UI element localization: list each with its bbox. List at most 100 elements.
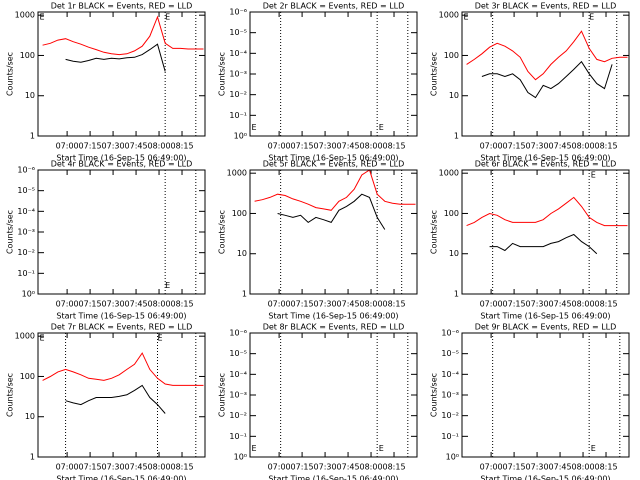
y-tick-label: 10⁰: [234, 453, 247, 462]
y-tick-label: 10: [25, 412, 35, 421]
y-axis-label: Counts/sec: [430, 373, 439, 417]
x-tick-label: 07:15: [291, 463, 314, 472]
y-tick-label: 10⁻⁶: [229, 8, 247, 17]
series-line: [481, 60, 613, 99]
x-tick-label: 08:00: [572, 463, 595, 472]
x-axis-label: Start Time (16-Sep-15 06:49:00): [268, 475, 398, 480]
x-tick-label: 07:45: [337, 142, 360, 151]
x-tick-label: 07:15: [79, 463, 102, 472]
x-tick-label: 08:00: [360, 142, 383, 151]
x-axis-label: Start Time (16-Sep-15 06:49:00): [268, 154, 398, 163]
series-line: [466, 196, 628, 227]
y-tick-label: 1000: [439, 169, 459, 178]
y-tick-label: 10⁻⁴: [441, 370, 459, 379]
x-tick-label: 07:30: [314, 300, 337, 309]
y-axis-label: Counts/sec: [6, 210, 15, 254]
x-tick-label: 07:00: [268, 463, 291, 472]
x-tick-label: 07:30: [102, 463, 125, 472]
x-tick-label: 07:30: [102, 300, 125, 309]
annotation: E: [165, 281, 170, 290]
x-tick-label: 07:15: [79, 300, 102, 309]
annotation: E: [589, 13, 594, 22]
x-tick-label: 07:15: [503, 463, 526, 472]
y-axis-label: Counts/sec: [430, 52, 439, 96]
y-tick-label: 10⁻⁵: [17, 186, 35, 195]
y-axis-label: Counts/sec: [218, 373, 227, 417]
y-tick-label: 10⁰: [446, 453, 459, 462]
annotation: E: [379, 444, 384, 453]
y-tick-label: 100: [232, 209, 247, 218]
plot-frame: [37, 169, 206, 295]
series-line: [65, 384, 166, 414]
x-tick-label: 08:00: [148, 463, 171, 472]
annotation: E: [165, 13, 170, 22]
series-line: [42, 15, 204, 56]
x-tick-label: 08:00: [148, 300, 171, 309]
panel-title: Det 2r BLACK = Events, RED = LLD: [263, 2, 405, 11]
y-tick-label: 10: [25, 91, 35, 100]
y-tick-label: 10⁰: [22, 290, 35, 299]
x-tick-label: 07:00: [56, 142, 79, 151]
x-tick-label: 07:45: [337, 300, 360, 309]
panel-title: Det 4r BLACK = Events, RED = LLD: [51, 160, 193, 169]
x-axis-label: Start Time (16-Sep-15 06:49:00): [268, 312, 398, 321]
x-tick-label: 07:30: [526, 463, 549, 472]
y-axis-label: Counts/sec: [6, 373, 15, 417]
annotation: E: [40, 13, 45, 22]
plot-frame: [461, 332, 630, 458]
annotation: E: [591, 171, 596, 180]
y-tick-label: 10⁻¹: [17, 269, 35, 278]
plot-frame: [37, 332, 206, 458]
x-tick-label: 07:00: [268, 300, 291, 309]
x-tick-label: 07:15: [291, 142, 314, 151]
y-tick-label: 10⁰: [234, 132, 247, 141]
y-tick-label: 1: [242, 290, 247, 299]
panel-title: Det 5r BLACK = Events, RED = LLD: [263, 160, 405, 169]
y-tick-label: 10⁻⁶: [441, 329, 459, 338]
annotation: E: [252, 444, 257, 453]
y-tick-label: 10⁻³: [229, 70, 247, 79]
x-tick-label: 07:45: [549, 463, 572, 472]
y-tick-label: 100: [444, 209, 459, 218]
series-line: [65, 43, 166, 72]
x-axis-label: Start Time (16-Sep-15 06:49:00): [480, 475, 610, 480]
panel-title: Det 3r BLACK = Events, RED = LLD: [475, 2, 617, 11]
annotation: E: [379, 123, 384, 132]
series-line: [42, 352, 204, 386]
x-tick-label: 08:15: [594, 300, 617, 309]
y-tick-label: 10⁻⁵: [229, 349, 247, 358]
y-tick-label: 10: [449, 91, 459, 100]
x-tick-label: 07:30: [102, 142, 125, 151]
x-tick-label: 07:00: [268, 142, 291, 151]
x-tick-label: 07:45: [125, 142, 148, 151]
y-tick-label: 10⁻⁵: [441, 349, 459, 358]
y-axis-label: Counts/sec: [218, 52, 227, 96]
y-tick-label: 1: [30, 453, 35, 462]
y-axis-label: Counts/sec: [430, 210, 439, 254]
x-tick-label: 07:30: [314, 463, 337, 472]
annotation: E: [40, 334, 45, 343]
panel-title: Det 7r BLACK = Events, RED = LLD: [51, 323, 193, 332]
y-tick-label: 10⁻¹: [229, 432, 247, 441]
plot-frame: [249, 332, 418, 458]
x-tick-label: 07:45: [549, 142, 572, 151]
y-tick-label: 10⁻²: [441, 411, 459, 420]
x-axis-label: Start Time (16-Sep-15 06:49:00): [56, 475, 186, 480]
y-tick-label: 10⁻¹: [441, 432, 459, 441]
y-tick-label: 1000: [15, 11, 35, 20]
panel-title: Det 6r BLACK = Events, RED = LLD: [475, 160, 617, 169]
x-tick-label: 08:15: [382, 142, 405, 151]
panel-title: Det 8r BLACK = Events, RED = LLD: [263, 323, 405, 332]
x-tick-label: 07:15: [79, 142, 102, 151]
y-tick-label: 10⁻⁵: [229, 28, 247, 37]
x-tick-label: 07:00: [480, 463, 503, 472]
x-axis-label: Start Time (16-Sep-15 06:49:00): [480, 154, 610, 163]
panel-title: Det 9r BLACK = Events, RED = LLD: [475, 323, 617, 332]
x-tick-label: 08:00: [572, 142, 595, 151]
y-tick-label: 10⁻⁴: [229, 49, 247, 58]
y-tick-label: 10⁻³: [441, 391, 459, 400]
x-axis-label: Start Time (16-Sep-15 06:49:00): [56, 312, 186, 321]
x-tick-label: 07:15: [503, 142, 526, 151]
y-tick-label: 10⁻³: [229, 391, 247, 400]
